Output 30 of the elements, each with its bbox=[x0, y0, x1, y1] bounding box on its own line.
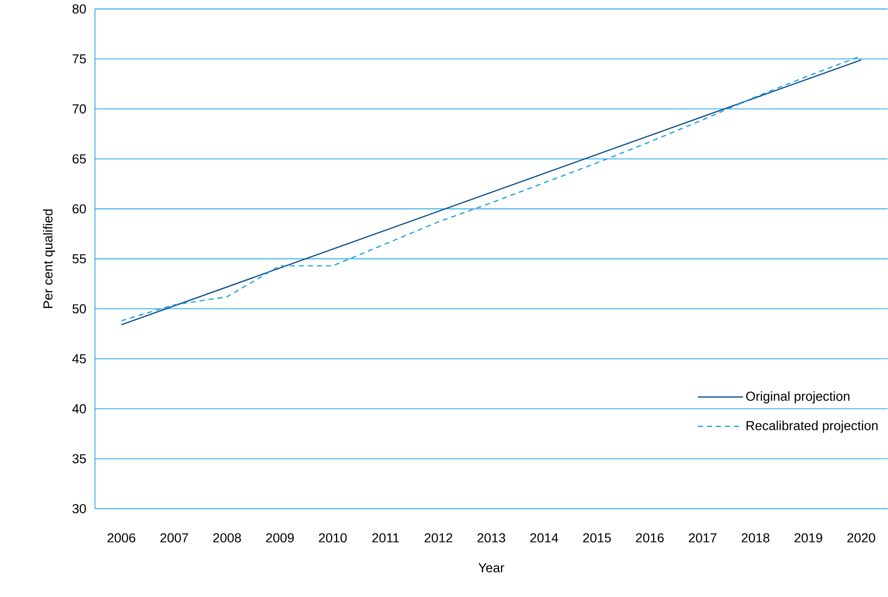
x-tick-label: 2009 bbox=[266, 533, 294, 543]
y-tick-label: 35 bbox=[72, 454, 86, 464]
y-tick-label: 50 bbox=[72, 304, 86, 314]
y-axis-title: Per cent qualified bbox=[43, 210, 56, 308]
legend-label: Recalibrated projection bbox=[746, 420, 878, 433]
x-tick-label: 2020 bbox=[847, 533, 876, 543]
x-tick-label: 2018 bbox=[742, 533, 770, 543]
y-tick-label: 80 bbox=[72, 4, 86, 14]
y-tick-label: 65 bbox=[72, 154, 86, 164]
x-tick-label: 2016 bbox=[636, 533, 664, 543]
x-tick-label: 2007 bbox=[160, 533, 188, 543]
x-tick-label: 2006 bbox=[108, 533, 136, 543]
y-tick-label: 75 bbox=[72, 54, 86, 64]
y-tick-label: 30 bbox=[72, 504, 86, 514]
y-tick-label: 70 bbox=[72, 104, 86, 114]
x-tick-label: 2015 bbox=[583, 533, 611, 543]
x-tick-label: 2012 bbox=[424, 533, 452, 543]
y-tick-label: 60 bbox=[72, 204, 86, 214]
y-tick-label: 45 bbox=[72, 354, 86, 364]
x-tick-label: 2008 bbox=[213, 533, 241, 543]
y-tick-label: 40 bbox=[72, 404, 86, 414]
x-tick-label: 2010 bbox=[318, 533, 347, 543]
y-tick-label: 55 bbox=[72, 254, 86, 264]
x-tick-label: 2013 bbox=[477, 533, 506, 543]
x-axis-title: Year bbox=[478, 563, 504, 573]
x-tick-label: 2017 bbox=[688, 533, 716, 543]
x-tick-label: 2019 bbox=[794, 533, 822, 543]
x-tick-label: 2014 bbox=[530, 533, 558, 543]
legend-label: Original projection bbox=[746, 391, 850, 404]
x-tick-label: 2011 bbox=[372, 533, 399, 543]
